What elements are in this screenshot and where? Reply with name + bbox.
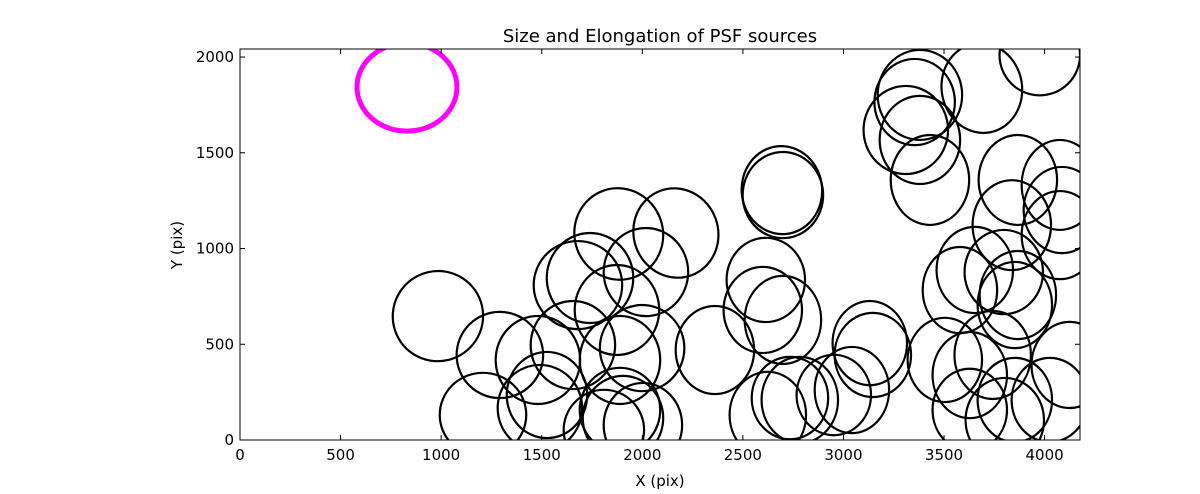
psf-ellipse xyxy=(1020,189,1080,281)
plot-marks xyxy=(354,49,1080,440)
highlight-ellipse xyxy=(354,49,460,134)
psf-ellipse xyxy=(940,49,1024,135)
y-tick-label: 0 xyxy=(224,431,234,449)
psf-ellipse xyxy=(581,374,665,440)
psf-ellipse xyxy=(578,366,662,440)
psf-ellipse xyxy=(632,187,720,279)
psf-ellipse xyxy=(391,269,485,363)
axis-ticks: 0 500 1000 1500 2000 2500 3000 3500 4000 0 500 1000… xyxy=(196,48,1080,464)
x-tick-label: 2500 xyxy=(724,446,762,464)
psf-ellipse xyxy=(906,316,984,404)
psf-ellipse xyxy=(760,355,840,440)
psf-ellipse xyxy=(578,314,662,406)
x-tick-label: 1500 xyxy=(523,446,561,464)
y-tick-label: 500 xyxy=(205,335,234,353)
psf-ellipse xyxy=(976,260,1054,350)
psf-ellipse xyxy=(1030,320,1080,410)
psf-ellipse xyxy=(438,371,528,440)
psf-ellipse xyxy=(833,311,913,399)
y-tick-label: 1500 xyxy=(196,144,234,162)
psf-ellipse xyxy=(743,274,823,366)
psf-ellipse xyxy=(813,345,891,435)
psf-ellipse xyxy=(750,355,830,440)
psf-ellipse xyxy=(978,249,1058,341)
y-axis-label: Y (pix) xyxy=(168,221,186,270)
psf-ellipse xyxy=(878,94,962,186)
psf-ellipse xyxy=(889,133,971,227)
x-tick-label: 500 xyxy=(326,446,355,464)
psf-ellipse xyxy=(876,49,964,142)
psf-ellipse xyxy=(602,381,684,440)
psf-ellipse xyxy=(722,265,804,355)
psf-ellipse xyxy=(602,226,690,318)
x-tick-label: 3500 xyxy=(925,446,963,464)
psf-ellipse xyxy=(505,350,589,440)
psf-ellipse xyxy=(873,57,956,147)
psf-ellipse xyxy=(741,150,825,240)
y-tick-label: 2000 xyxy=(196,48,234,66)
psf-ellipse xyxy=(953,309,1033,401)
psf-ellipse xyxy=(598,303,686,393)
x-axis-label: X (pix) xyxy=(635,472,684,490)
psf-ellipse xyxy=(1020,138,1080,232)
psf-ellipse xyxy=(455,310,545,400)
psf-ellipse xyxy=(573,263,661,357)
x-tick-label: 3000 xyxy=(824,446,862,464)
psf-ellipse xyxy=(964,376,1046,440)
psf-ellipse xyxy=(532,239,624,331)
psf-ellipse xyxy=(562,388,646,440)
y-tick-label: 1000 xyxy=(196,240,234,258)
psf-ellipse xyxy=(976,356,1054,440)
psf-ellipse xyxy=(963,228,1045,316)
psf-ellipse xyxy=(1010,356,1080,440)
psf-ellipse xyxy=(1022,165,1080,255)
psf-ellipse xyxy=(931,330,1009,420)
psf-ellipse xyxy=(674,304,756,396)
plot-frame xyxy=(239,48,1081,441)
psf-ellipse xyxy=(545,231,635,325)
psf-ellipse xyxy=(573,187,665,281)
psf-ellipse xyxy=(971,179,1053,272)
psf-ellipse xyxy=(998,49,1080,97)
psf-ellipse xyxy=(725,236,807,324)
psf-ellipse xyxy=(931,367,1009,440)
chart-title: Size and Elongation of PSF sources xyxy=(503,26,817,47)
x-tick-label: 2000 xyxy=(623,446,661,464)
psf-ellipse xyxy=(935,225,1015,315)
psf-ellipse xyxy=(977,133,1059,227)
psf-ellipse xyxy=(496,363,584,440)
x-tick-label: 1000 xyxy=(422,446,460,464)
psf-ellipse xyxy=(728,370,808,440)
x-tick-label: 4000 xyxy=(1026,446,1064,464)
x-tick-label: 0 xyxy=(235,446,245,464)
psf-ellipse xyxy=(529,299,617,391)
psf-ellipse xyxy=(831,299,909,387)
